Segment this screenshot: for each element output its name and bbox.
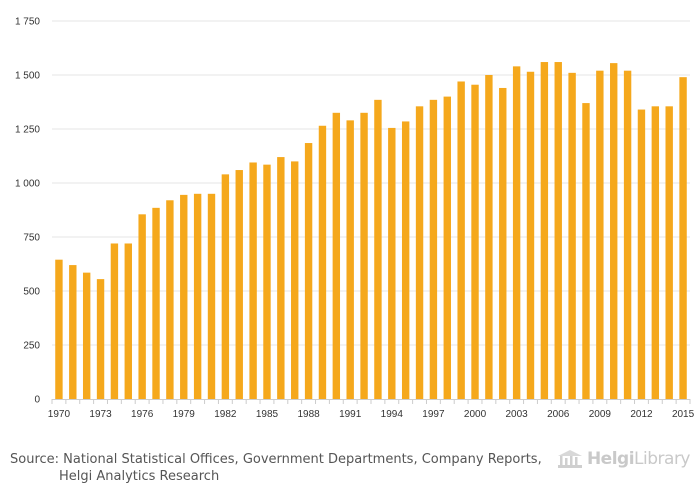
bar-1992 xyxy=(360,112,368,400)
bar-2001 xyxy=(485,75,493,399)
y-tick-label: 1 250 xyxy=(15,125,40,136)
x-tick-label: 1979 xyxy=(173,409,196,420)
bar-2009 xyxy=(596,70,604,400)
y-tick-label: 1 750 xyxy=(15,17,40,28)
source-line-2: Helgi Analytics Research xyxy=(59,469,220,484)
bar-1980 xyxy=(193,193,202,399)
x-tick-label: 2000 xyxy=(464,409,487,420)
bars xyxy=(55,62,687,400)
bar-1988 xyxy=(304,143,313,399)
bar-1975 xyxy=(124,243,132,399)
bar-2013 xyxy=(651,106,660,399)
x-tick-label: 2003 xyxy=(506,409,529,420)
bar-1999 xyxy=(457,81,465,399)
bar-1974 xyxy=(110,243,119,399)
y-tick-label: 1 000 xyxy=(15,179,40,190)
bar-1982 xyxy=(221,174,230,399)
x-tick-label: 1991 xyxy=(339,409,362,420)
bar-1986 xyxy=(277,157,285,399)
y-tick-label: 750 xyxy=(23,233,40,244)
bar-2005 xyxy=(540,62,549,399)
bar-2014 xyxy=(665,106,673,399)
bar-1977 xyxy=(152,207,160,399)
x-tick-label: 1973 xyxy=(89,409,112,420)
bar-2006 xyxy=(554,62,562,399)
bar-1976 xyxy=(138,214,146,399)
bar-1973 xyxy=(96,279,105,399)
bar-2008 xyxy=(582,103,590,399)
bar-1987 xyxy=(291,161,299,399)
grid-lines xyxy=(52,20,690,346)
bar-2007 xyxy=(568,72,576,399)
x-tick-label: 1976 xyxy=(131,409,154,420)
y-tick-label: 500 xyxy=(23,287,40,298)
y-tick-label: 250 xyxy=(23,341,40,352)
bar-2010 xyxy=(610,63,618,400)
bar-2002 xyxy=(499,87,507,400)
bar-2011 xyxy=(623,70,632,400)
brand-name-part2: Library xyxy=(634,449,690,469)
bar-1985 xyxy=(263,164,271,399)
x-tick-label: 1985 xyxy=(256,409,279,420)
bar-1995 xyxy=(401,121,410,399)
x-tick-label: 1988 xyxy=(297,409,320,420)
bar-1972 xyxy=(82,272,91,399)
bar-1971 xyxy=(69,265,77,399)
x-tick-label: 1982 xyxy=(214,409,237,420)
x-tick-label: 2015 xyxy=(672,409,695,420)
bar-1983 xyxy=(235,170,243,399)
x-tick-label: 1970 xyxy=(48,409,71,420)
y-tick-label: 1 500 xyxy=(15,71,40,82)
bar-1970 xyxy=(55,259,63,399)
bar-1994 xyxy=(388,127,396,400)
bar-1989 xyxy=(318,125,327,399)
x-tick-label: 2009 xyxy=(589,409,612,420)
bar-2000 xyxy=(471,84,479,399)
bar-2012 xyxy=(637,109,646,399)
x-tick-label: 1997 xyxy=(422,409,445,420)
bar-2003 xyxy=(512,66,521,400)
source-note: Source: National Statistical Offices, Go… xyxy=(10,451,570,485)
brand-logo: Helgi Library xyxy=(557,447,690,471)
x-tick-label: 1994 xyxy=(381,409,404,420)
bar-1993 xyxy=(374,99,382,399)
y-axis: 0 250 500 750 1 000 1 250 1 500 1 750 xyxy=(15,17,40,406)
x-axis: 1970 1973 1976 1979 1982 1985 1988 1991 1994 1997… xyxy=(48,399,695,420)
bar-1998 xyxy=(443,96,451,399)
x-tick-label: 2006 xyxy=(547,409,570,420)
bar-1979 xyxy=(180,194,188,399)
bar-1996 xyxy=(415,106,424,399)
bar-1978 xyxy=(166,200,174,399)
bar-1981 xyxy=(207,193,216,399)
source-line-1: Source: National Statistical Offices, Go… xyxy=(10,452,542,467)
library-building-icon xyxy=(557,450,582,468)
y-tick-label: 0 xyxy=(34,395,40,406)
bar-1984 xyxy=(249,162,257,399)
bar-1997 xyxy=(429,99,438,399)
bar-2015 xyxy=(679,77,687,399)
x-tick-label: 2012 xyxy=(630,409,653,420)
brand-name-part1: Helgi xyxy=(586,449,635,469)
bar-2004 xyxy=(526,71,535,399)
bar-1991 xyxy=(346,120,354,400)
bar-1990 xyxy=(332,112,341,400)
